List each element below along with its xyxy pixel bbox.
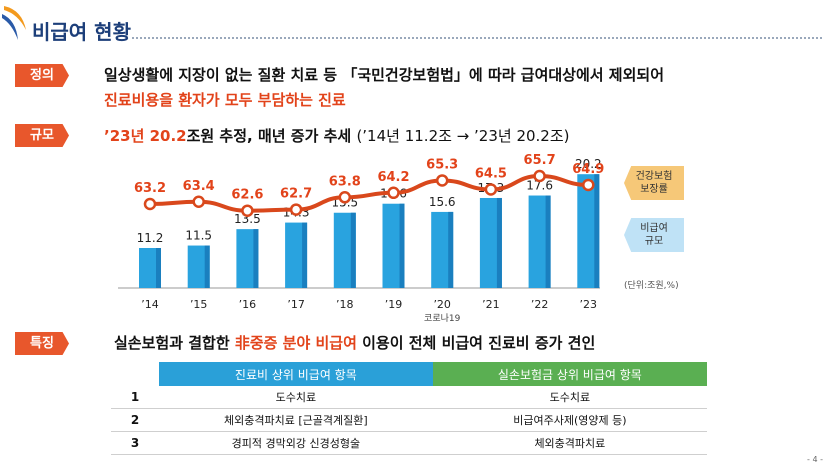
bar-label: 11.5 — [185, 229, 212, 243]
line-label: 65.3 — [426, 157, 458, 172]
table-row: 1 도수치료 도수치료 — [111, 386, 707, 409]
line-point — [582, 178, 595, 192]
bar — [187, 245, 210, 288]
line-label: 63.2 — [134, 181, 166, 196]
bar-shade — [204, 245, 210, 288]
bar — [577, 174, 600, 288]
page-title: 비급여 현황 — [32, 20, 131, 44]
legend-bar-text: 비급여 규모 — [640, 223, 668, 247]
table-corner — [111, 362, 159, 386]
line-point — [338, 191, 352, 204]
bar — [285, 222, 308, 288]
bar — [333, 212, 356, 288]
cell-b: 비급여주사제(영양제 등) — [432, 408, 707, 432]
line-point — [241, 204, 254, 217]
logo-icon — [2, 6, 26, 40]
line-point — [387, 186, 400, 200]
table-header-b: 실손보험금 상위 비급여 항목 — [432, 362, 707, 386]
rank-cell: 3 — [111, 431, 159, 455]
scale-headline-paren: (’14년 11.2조 → ’23년 20.2조) — [356, 127, 570, 145]
line-point — [192, 195, 205, 209]
coverage-line — [149, 173, 589, 213]
bar-label: 13.5 — [234, 212, 261, 226]
definition-tag: 정의 — [15, 64, 69, 87]
bar-shade — [253, 229, 259, 288]
x-tick-label: ’20 — [433, 298, 451, 311]
feature-pre: 실손보험과 결합한 — [114, 334, 235, 352]
line-label: 65.7 — [524, 153, 556, 168]
feature-red: 非중증 분야 비급여 — [234, 334, 357, 352]
x-tick-label: ’14 — [141, 298, 159, 311]
bar — [528, 195, 551, 288]
bar-shade — [496, 197, 502, 288]
line-label: 63.8 — [329, 174, 361, 189]
bar-shade — [156, 248, 161, 288]
cell-a: 도수치료 — [159, 386, 433, 409]
cell-a: 체외충격파치료 [근골격계질환] — [159, 408, 433, 432]
legend-bar-label: 비급여 규모 — [624, 218, 684, 252]
feature-tag: 특징 — [15, 332, 69, 355]
bar-shade — [399, 203, 405, 288]
bar-label: 15.6 — [429, 195, 456, 209]
rank-cell: 2 — [111, 408, 159, 432]
line-label: 64.2 — [377, 170, 409, 185]
bar-shade — [350, 212, 356, 288]
bar — [431, 211, 454, 288]
trend-chart: 11.2’1411.5’1513.5’1614.3’1715.5’1816.6’… — [118, 153, 604, 324]
x-tick-label: ’18 — [336, 298, 354, 311]
definition-line1: 일상생활에 지장이 없는 질환 치료 등 「국민건강보험법」에 따라 급여대상에… — [104, 66, 665, 84]
line-point — [143, 197, 157, 211]
bar-label: 11.2 — [137, 231, 164, 245]
scale-tag: 규모 — [15, 124, 69, 147]
line-label: 62.6 — [231, 188, 263, 203]
scale-headline-rest: 조원 추정, 매년 증가 추세 — [186, 127, 352, 145]
line-point — [484, 183, 498, 196]
line-label: 64.5 — [475, 166, 507, 181]
line-label: 62.7 — [280, 187, 312, 202]
x-tick-note: 코로나19 — [424, 313, 461, 324]
page-number: - 4 - — [807, 455, 823, 464]
bar-label: 20.2 — [575, 157, 602, 171]
cell-a: 경피적 경막외강 신경성형술 — [159, 431, 433, 455]
x-tick-label: ’21 — [482, 298, 500, 311]
line-point — [435, 174, 449, 187]
x-tick-label: ’22 — [531, 298, 549, 311]
scale-headline: ’23년 20.2조원 추정, 매년 증가 추세 (’14년 11.2조 → ’… — [104, 125, 570, 146]
title-divider — [132, 37, 822, 39]
table-row: 2 체외충격파치료 [근골격계질환] 비급여주사제(영양제 등) — [111, 408, 707, 432]
x-tick-label: ’23 — [580, 298, 598, 311]
x-tick-label: ’17 — [287, 298, 305, 311]
bar — [139, 248, 161, 288]
bar — [479, 197, 502, 288]
x-tick-label: ’16 — [239, 298, 257, 311]
definition-line2: 진료비용을 환자가 모두 부담하는 진료 — [104, 91, 346, 109]
bar-shade — [594, 174, 600, 288]
table-header-a: 진료비 상위 비급여 항목 — [159, 362, 433, 386]
table-row: 3 경피적 경막외강 신경성형술 체외충격파치료 — [111, 431, 707, 455]
rank-cell: 1 — [111, 386, 159, 409]
bar — [382, 203, 405, 288]
x-tick-label: ’19 — [385, 298, 403, 311]
x-tick-label: ’15 — [190, 298, 208, 311]
cell-b: 도수치료 — [432, 386, 707, 409]
unit-note: (단위:조원,%) — [624, 281, 679, 291]
line-label: 64.9 — [572, 162, 604, 177]
bar-shade — [448, 211, 454, 288]
feature-post: 이용이 전체 비급여 진료비 증가 견인 — [356, 334, 596, 352]
line-point — [533, 169, 546, 183]
line-label: 63.4 — [183, 179, 215, 194]
bar-shade — [545, 195, 551, 288]
legend-line-label: 건강보험 보장률 — [624, 166, 684, 200]
cell-b: 체외충격파치료 — [432, 431, 707, 455]
legend-line-text: 건강보험 보장률 — [635, 171, 673, 195]
bar-label: 17.6 — [526, 179, 553, 193]
top-items-table: 진료비 상위 비급여 항목 실손보험금 상위 비급여 항목 1 도수치료 도수치… — [111, 362, 707, 455]
scale-headline-red: ’23년 20.2 — [104, 127, 187, 145]
line-point — [289, 203, 303, 216]
feature-line: 실손보험과 결합한 非중증 분야 비급여 이용이 전체 비급여 진료비 증가 견… — [114, 332, 595, 353]
bar-shade — [302, 222, 308, 288]
bar — [236, 229, 259, 288]
